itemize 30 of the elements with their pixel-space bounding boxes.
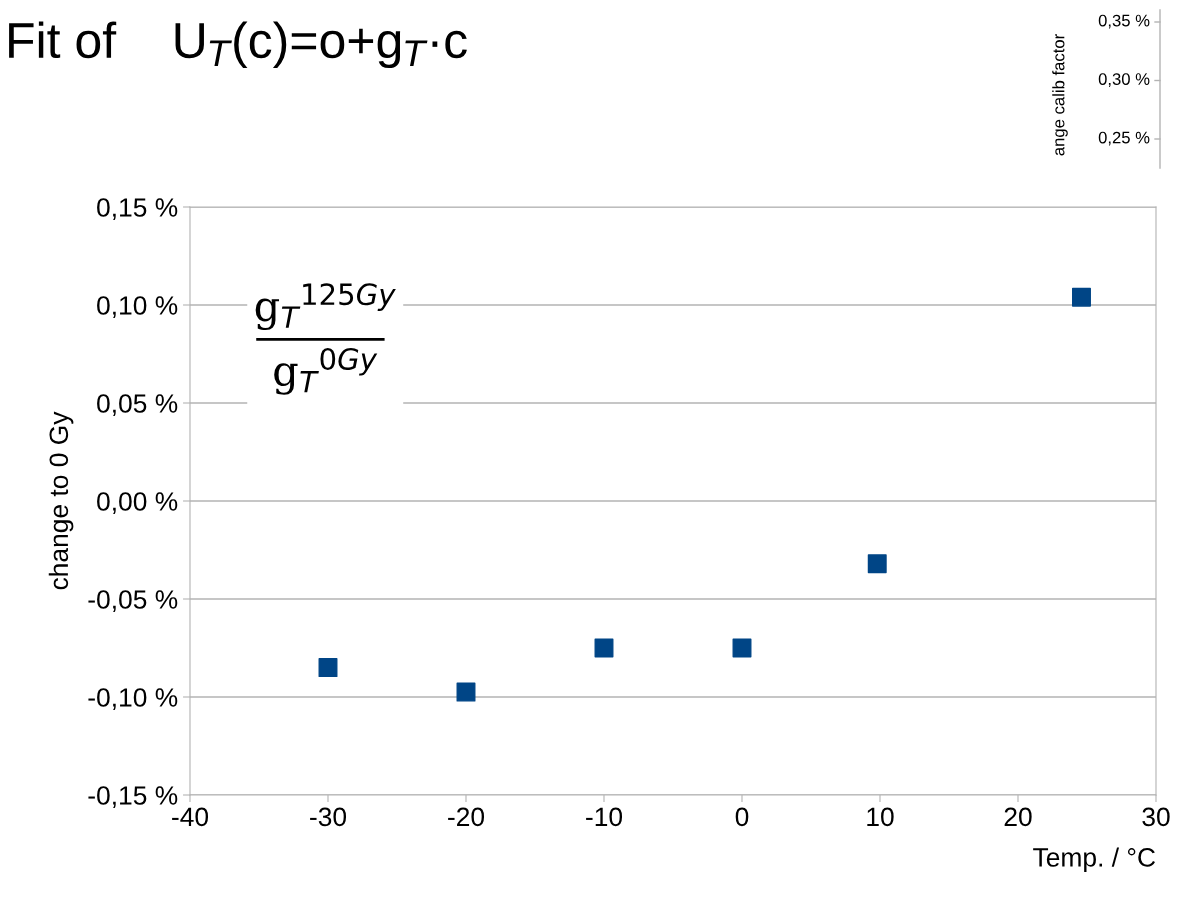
x-tick-label: -40 bbox=[172, 807, 209, 827]
annotation: g$_{T}$$^{125Gy}$ bbox=[255, 283, 396, 331]
x-tick-label: 0 bbox=[735, 807, 749, 827]
point bbox=[318, 658, 338, 678]
text: 0,30 % bbox=[1098, 73, 1150, 87]
point bbox=[867, 554, 887, 574]
y-tick-label: 0,05 % bbox=[97, 394, 178, 416]
y-axis-title: change to 0 Gy bbox=[48, 411, 74, 590]
x-tick-label: 30 bbox=[1142, 807, 1170, 827]
point bbox=[456, 682, 476, 702]
y-tick-label: 0,10 % bbox=[97, 296, 178, 318]
text: 0,25 % bbox=[1098, 131, 1150, 146]
text: 0,35 % bbox=[1098, 14, 1150, 29]
x-tick-label: -20 bbox=[448, 807, 485, 827]
y-tick-label: -0,05 % bbox=[88, 590, 178, 612]
x-tick-label: 20 bbox=[1004, 807, 1032, 827]
point bbox=[594, 638, 614, 658]
annotation: g$_{T}$$^{0Gy}$ bbox=[274, 347, 378, 395]
y-tick-label: -0,10 % bbox=[88, 688, 178, 710]
x-tick-label: -30 bbox=[310, 807, 347, 827]
chart-title: Fit of U$_{T}$(c)=o+g$_{T}$·c bbox=[9, 21, 467, 69]
point bbox=[1072, 287, 1091, 307]
x-axis-title: Temp. / °C bbox=[1033, 847, 1155, 872]
y-tick-label: 0,15 % bbox=[97, 198, 178, 220]
x-tick-label: 10 bbox=[867, 807, 894, 827]
x-tick-label: -10 bbox=[586, 807, 623, 827]
y-tick-label: -0,15 % bbox=[88, 786, 178, 808]
point bbox=[732, 638, 752, 658]
text: ange calib factor bbox=[1052, 34, 1068, 156]
y-tick-label: 0,00 % bbox=[97, 492, 178, 514]
